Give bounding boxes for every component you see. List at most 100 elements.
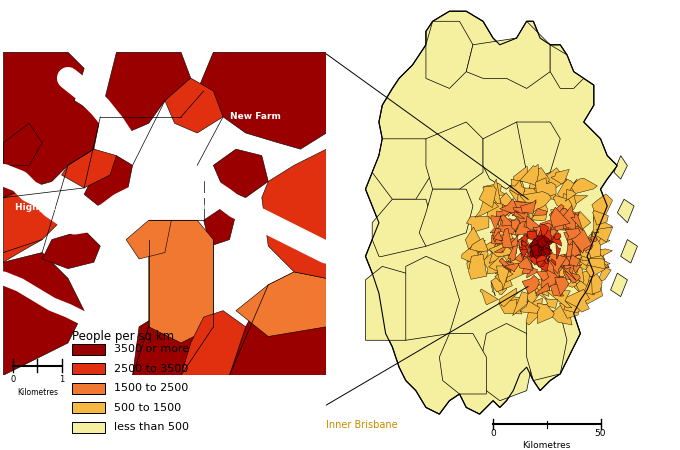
Polygon shape: [536, 178, 556, 198]
Polygon shape: [536, 283, 549, 296]
Polygon shape: [475, 193, 498, 217]
Polygon shape: [466, 256, 481, 272]
Polygon shape: [494, 270, 513, 282]
Polygon shape: [573, 267, 584, 284]
Polygon shape: [509, 296, 528, 311]
Polygon shape: [469, 255, 487, 279]
Polygon shape: [594, 254, 609, 268]
Polygon shape: [3, 252, 84, 375]
Polygon shape: [551, 229, 559, 241]
Polygon shape: [592, 194, 613, 223]
Polygon shape: [536, 234, 551, 243]
Polygon shape: [543, 238, 552, 248]
Polygon shape: [494, 229, 513, 249]
Polygon shape: [621, 239, 637, 263]
Polygon shape: [569, 237, 582, 256]
Polygon shape: [462, 240, 486, 264]
Polygon shape: [586, 249, 613, 257]
Polygon shape: [588, 275, 598, 286]
Polygon shape: [530, 238, 539, 247]
Polygon shape: [465, 227, 483, 253]
Polygon shape: [553, 261, 570, 286]
Polygon shape: [365, 266, 416, 340]
Polygon shape: [426, 21, 473, 89]
Polygon shape: [3, 188, 61, 262]
Polygon shape: [495, 241, 512, 265]
Polygon shape: [578, 235, 592, 252]
Polygon shape: [533, 208, 547, 216]
Polygon shape: [126, 220, 171, 259]
Polygon shape: [526, 216, 543, 236]
Polygon shape: [550, 284, 564, 296]
Polygon shape: [524, 238, 530, 253]
Polygon shape: [483, 237, 504, 252]
Polygon shape: [568, 195, 588, 205]
Polygon shape: [549, 204, 564, 220]
Polygon shape: [495, 244, 511, 256]
Polygon shape: [491, 282, 495, 296]
Polygon shape: [546, 291, 572, 308]
Polygon shape: [560, 302, 579, 319]
Text: less than 500: less than 500: [114, 422, 189, 432]
Polygon shape: [556, 205, 576, 231]
Polygon shape: [479, 324, 533, 400]
Polygon shape: [543, 299, 558, 309]
Polygon shape: [512, 212, 525, 219]
Polygon shape: [565, 231, 575, 248]
Polygon shape: [537, 242, 545, 249]
Polygon shape: [560, 250, 583, 264]
Polygon shape: [3, 123, 42, 165]
Bar: [72, 422, 105, 433]
Polygon shape: [508, 235, 518, 254]
Polygon shape: [576, 280, 602, 305]
Polygon shape: [491, 270, 512, 292]
Polygon shape: [577, 242, 605, 261]
Polygon shape: [571, 241, 581, 259]
Polygon shape: [564, 212, 579, 226]
Bar: [72, 343, 105, 355]
Polygon shape: [522, 242, 528, 252]
Polygon shape: [544, 238, 549, 242]
Polygon shape: [522, 263, 534, 274]
Polygon shape: [611, 273, 628, 297]
Polygon shape: [101, 52, 190, 133]
Polygon shape: [532, 256, 539, 263]
Polygon shape: [503, 261, 513, 272]
Polygon shape: [537, 272, 549, 281]
Polygon shape: [514, 202, 537, 213]
Polygon shape: [502, 256, 527, 282]
Polygon shape: [529, 244, 543, 254]
Polygon shape: [499, 258, 511, 270]
Polygon shape: [532, 248, 541, 259]
Polygon shape: [530, 167, 549, 191]
Polygon shape: [558, 179, 577, 200]
Polygon shape: [439, 333, 486, 394]
Polygon shape: [567, 277, 582, 287]
Polygon shape: [551, 207, 569, 220]
Text: 1500 to 2500: 1500 to 2500: [114, 383, 188, 393]
Polygon shape: [560, 266, 577, 280]
Polygon shape: [475, 220, 489, 230]
Polygon shape: [547, 252, 566, 274]
Polygon shape: [523, 256, 532, 269]
Polygon shape: [573, 264, 581, 273]
Polygon shape: [61, 149, 116, 188]
Polygon shape: [537, 239, 543, 250]
Polygon shape: [527, 307, 567, 381]
Polygon shape: [579, 248, 604, 266]
Polygon shape: [530, 252, 540, 258]
Polygon shape: [544, 230, 552, 243]
Polygon shape: [567, 232, 574, 239]
Polygon shape: [480, 289, 498, 305]
Polygon shape: [515, 223, 520, 237]
Polygon shape: [524, 234, 531, 240]
Polygon shape: [497, 234, 505, 241]
Polygon shape: [527, 223, 551, 236]
Polygon shape: [197, 52, 326, 149]
Polygon shape: [365, 11, 617, 414]
Polygon shape: [542, 249, 550, 256]
Polygon shape: [467, 244, 484, 268]
Polygon shape: [509, 212, 529, 224]
Polygon shape: [564, 299, 583, 313]
Polygon shape: [513, 207, 525, 214]
